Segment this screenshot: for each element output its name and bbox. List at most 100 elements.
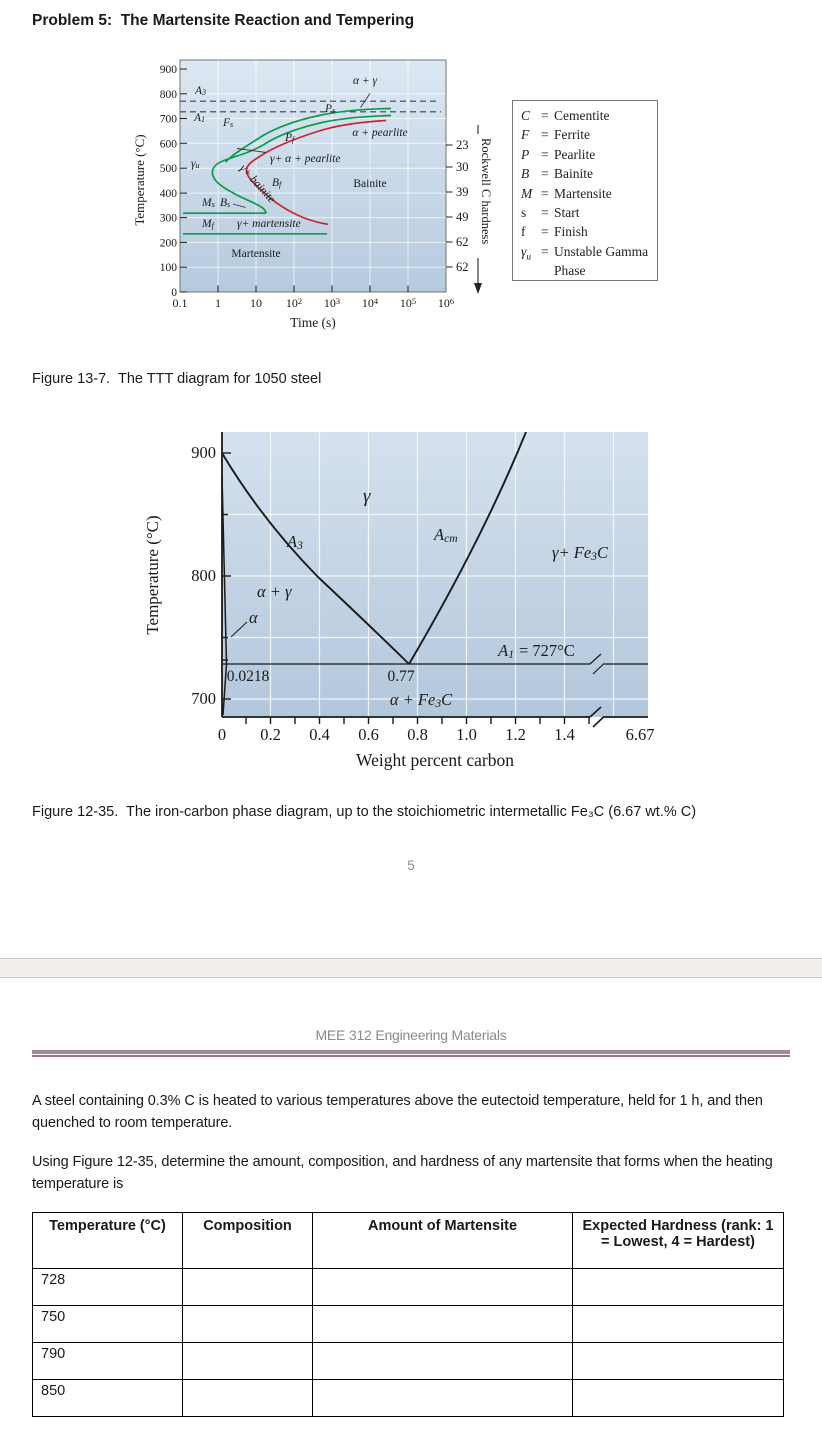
ttt-gridlines xyxy=(180,60,446,292)
label-fs: Fs xyxy=(222,117,233,129)
a1-line xyxy=(222,653,648,675)
alpha-solvus-lower xyxy=(222,663,228,716)
table-row: 728 xyxy=(32,1268,784,1306)
ttt-y-axis-title: Temperature (°C) xyxy=(133,134,147,225)
cell-amount-blank[interactable] xyxy=(312,1342,573,1380)
header-composition: Composition xyxy=(182,1212,313,1269)
svg-text:0.2: 0.2 xyxy=(260,725,281,744)
cell-amount-blank[interactable] xyxy=(312,1305,573,1343)
figure-13-7-caption: Figure 13-7. The TTT diagram for 1050 st… xyxy=(32,371,322,387)
ttt-x-axis-title: Time (s) xyxy=(290,315,336,330)
label-alpha-pearlite: α + pearlite xyxy=(352,127,407,139)
header-hardness: Expected Hardness (rank: 1 = Lowest, 4 =… xyxy=(572,1212,784,1269)
svg-text:1: 1 xyxy=(215,296,221,310)
cell-hardness-blank[interactable] xyxy=(572,1342,784,1380)
hardness-axis-arrow xyxy=(474,283,482,294)
ttt-y-tick-labels: 900 800 700 600 500 400 300 200 100 0 xyxy=(160,64,178,299)
svg-text:0.8: 0.8 xyxy=(407,725,428,744)
legend-item: P = Pearlite xyxy=(521,146,596,162)
svg-text:1.0: 1.0 xyxy=(456,725,477,744)
label-alpha-gamma: α + γ xyxy=(353,75,378,87)
paragraph-instructions: Using Figure 12-35, determine the amount… xyxy=(32,1154,773,1192)
header-double-rule xyxy=(32,1050,790,1057)
phase-x-tick-labels: 0 0.2 0.4 0.6 0.8 1.0 1.2 1.4 6.67 xyxy=(218,725,655,744)
svg-text:0: 0 xyxy=(218,725,226,744)
acm-curve xyxy=(408,432,527,665)
cell-hardness-blank[interactable] xyxy=(572,1268,784,1306)
table-row: 790 xyxy=(32,1342,784,1380)
svg-text:100: 100 xyxy=(160,262,178,274)
svg-text:0: 0 xyxy=(171,287,177,299)
ttt-x-tick-labels: 0.1 1 10 102 103 104 105 106 xyxy=(173,296,455,310)
legend-item: γu = Unstable Gamma Phase xyxy=(521,243,649,279)
label-ms: Ms xyxy=(201,197,215,209)
svg-text:6.67: 6.67 xyxy=(626,725,655,744)
phase-axis-ticks xyxy=(222,452,590,724)
svg-text:62: 62 xyxy=(456,260,469,274)
svg-text:800: 800 xyxy=(160,89,178,101)
svg-text:62: 62 xyxy=(456,235,469,249)
cell-composition-blank[interactable] xyxy=(182,1342,313,1380)
paragraph-problem-statement: A steel containing 0.3% C is heated to v… xyxy=(32,1093,763,1131)
legend-item: B = Bainite xyxy=(521,166,593,182)
legend-item: M = Martensite xyxy=(521,185,612,201)
cell-composition-blank[interactable] xyxy=(182,1379,313,1417)
ttt-plot-area xyxy=(179,59,447,293)
cell-temperature: 750 xyxy=(32,1305,183,1343)
label-alpha: α xyxy=(249,608,258,627)
figure-12-35-caption: Figure 12-35. The iron-carbon phase diag… xyxy=(32,804,697,820)
cell-composition-blank[interactable] xyxy=(182,1268,313,1306)
label-a1: A1 xyxy=(193,112,205,124)
label-bainite: Bainite xyxy=(353,178,386,190)
ferrite-bainite-start-curve xyxy=(211,114,392,214)
svg-text:900: 900 xyxy=(191,443,216,462)
cell-hardness-blank[interactable] xyxy=(572,1305,784,1343)
cell-amount-blank[interactable] xyxy=(312,1379,573,1417)
svg-text:10: 10 xyxy=(250,296,262,310)
label-gamma-martensite: γ+ martensite xyxy=(237,218,301,230)
phase-diagram-svg: 900 800 700 0 0.2 0.4 0.6 0.8 1.0 1.2 1.4 6.… xyxy=(143,432,655,770)
worksheet-table: Temperature (°C) Composition Amount of M… xyxy=(32,1212,784,1417)
cell-temperature: 728 xyxy=(32,1268,183,1306)
svg-text:0.6: 0.6 xyxy=(358,725,379,744)
ttt-axis-ticks xyxy=(180,68,453,293)
svg-text:700: 700 xyxy=(160,114,178,126)
svg-text:39: 39 xyxy=(456,185,469,199)
phase-gridlines xyxy=(222,432,648,717)
label-alpha-gamma: α + γ xyxy=(257,582,292,601)
ttt-legend-box: C = Cementite F = Ferrite P = Pearlite B = Baini… xyxy=(512,100,658,281)
phase-x-axis-title: Weight percent carbon xyxy=(356,750,514,770)
finish-curve xyxy=(245,119,387,226)
label-gamma: γ xyxy=(363,486,371,507)
svg-text:105: 105 xyxy=(400,296,416,310)
svg-text:1.2: 1.2 xyxy=(505,725,526,744)
phase-axes xyxy=(221,432,648,728)
svg-text:103: 103 xyxy=(324,296,340,310)
header-amount: Amount of Martensite xyxy=(312,1212,573,1269)
label-bf: Bf xyxy=(272,177,283,189)
phase-plot-area xyxy=(222,432,648,717)
label-gamma-u: γu xyxy=(191,158,200,170)
svg-text:1.4: 1.4 xyxy=(554,725,575,744)
label-gamma-alpha-pearlite: γ+ α + pearlite xyxy=(270,153,340,165)
legend-item: f = Finish xyxy=(521,224,588,240)
page-break-band xyxy=(0,958,822,978)
label-gamma-fe3c: γ+ Fe3C xyxy=(552,543,609,563)
svg-text:500: 500 xyxy=(160,163,178,175)
svg-text:102: 102 xyxy=(286,296,302,310)
label-0.77: 0.77 xyxy=(387,668,414,685)
cell-hardness-blank[interactable] xyxy=(572,1379,784,1417)
cell-amount-blank[interactable] xyxy=(312,1268,573,1306)
page-number: 5 xyxy=(407,858,415,873)
svg-text:300: 300 xyxy=(160,213,178,225)
cell-temperature: 790 xyxy=(32,1342,183,1380)
svg-text:104: 104 xyxy=(362,296,379,310)
cell-composition-blank[interactable] xyxy=(182,1305,313,1343)
legend-item: F = Ferrite xyxy=(521,127,590,143)
label-a3: A3 xyxy=(194,85,206,97)
page-title: Problem 5: The Martensite Reaction and T… xyxy=(32,12,415,29)
course-header: MEE 312 Engineering Materials xyxy=(315,1027,507,1043)
svg-text:30: 30 xyxy=(456,160,469,174)
table-row: 850 xyxy=(32,1379,784,1417)
table-header-row: Temperature (°C) Composition Amount of M… xyxy=(32,1212,784,1269)
